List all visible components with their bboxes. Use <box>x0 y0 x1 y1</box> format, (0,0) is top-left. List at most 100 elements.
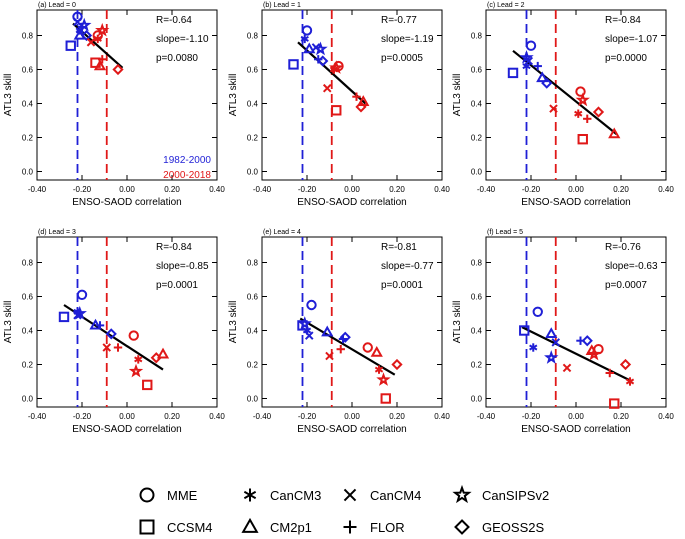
triangle-marker <box>585 344 598 356</box>
marker-stroke <box>325 351 334 361</box>
y-axis-label: ATL3 skill <box>452 301 463 344</box>
marker-stroke <box>134 356 143 363</box>
stat-r: R=-0.84 <box>605 15 641 26</box>
y-tick-label: 0.6 <box>471 66 483 75</box>
diamond-marker <box>317 55 329 67</box>
star-marker <box>95 22 110 37</box>
point-ccsm4-1982-2000 <box>519 325 530 336</box>
point-mme-1982-2000 <box>76 289 88 300</box>
period-label-1982-2000: 1982-2000 <box>163 155 211 166</box>
point-cancm4-2000-2018 <box>86 38 96 47</box>
marker-stroke <box>549 104 558 113</box>
x-tick-label: -0.20 <box>522 412 541 421</box>
point-geoss2s-1982-2000 <box>80 29 93 42</box>
legend-label: MME <box>167 488 198 503</box>
triangle-marker <box>321 325 334 337</box>
diamond-marker <box>112 63 124 76</box>
point-cancm3-1982-2000 <box>529 343 538 352</box>
stat-p: p=0.0080 <box>156 53 198 64</box>
stat-slope: slope=-1.07 <box>605 34 658 45</box>
point-flor-2000-2018 <box>605 368 614 378</box>
square-marker <box>577 133 588 145</box>
y-tick-label: 0.0 <box>247 168 259 177</box>
triangle-marker <box>608 127 621 139</box>
circle-marker <box>362 342 373 353</box>
x-axis-label: ENSO-SAOD correlation <box>521 197 630 208</box>
square-marker <box>65 40 76 51</box>
marker-stroke <box>374 366 384 373</box>
y-tick-label: 0.6 <box>22 293 34 302</box>
x-tick-label: 0.20 <box>164 185 180 194</box>
stat-p: p=0.0000 <box>605 53 647 64</box>
legend-label: FLOR <box>370 520 405 535</box>
point-flor-2000-2018 <box>352 92 361 101</box>
legend-marker-ccsm4 <box>139 519 155 535</box>
scatter-panel-b: -0.40 -0.20 0.00 0.20 0.40 0.0 0.2 0.4 0.6 0.8 ENS… <box>228 2 450 208</box>
circle-marker <box>306 299 317 311</box>
point-cancm4-1982-2000 <box>304 331 314 340</box>
point-flor-1982-2000 <box>533 61 542 71</box>
point-mme-2000-2018 <box>575 86 586 97</box>
legend-label: CanCM4 <box>370 488 421 503</box>
triangle-marker <box>241 517 259 533</box>
regression-line <box>299 317 396 376</box>
regression-line <box>512 49 618 135</box>
stat-slope: slope=-0.63 <box>605 261 658 272</box>
point-mme-2000-2018 <box>362 342 373 353</box>
legend-marker-cm2p1 <box>241 517 259 533</box>
point-flor-2000-2018 <box>336 345 345 354</box>
point-mme-1982-2000 <box>301 25 313 36</box>
y-tick-label: 0.4 <box>471 327 483 336</box>
stat-p: p=0.0001 <box>156 280 198 291</box>
x-tick-label: -0.40 <box>477 185 496 194</box>
x-tick-label: -0.20 <box>298 185 317 194</box>
y-axis-label: ATL3 skill <box>3 301 14 344</box>
point-geoss2s-1982-2000 <box>581 335 593 347</box>
stat-r: R=-0.64 <box>156 15 192 26</box>
legend-marker-cancm4 <box>343 488 357 502</box>
y-tick-label: 0.6 <box>22 66 34 75</box>
point-cansipsv2-2000-2018 <box>376 372 391 386</box>
legend-item-mme: MME <box>139 487 198 503</box>
point-cm2p1-2000-2018 <box>93 59 107 71</box>
y-tick-label: 0.8 <box>22 32 34 41</box>
x-tick-label: 0.20 <box>613 412 629 421</box>
x-axis-label: ENSO-SAOD correlation <box>72 424 181 435</box>
y-axis-label: ATL3 skill <box>3 74 14 117</box>
point-cansipsv2-1982-2000 <box>544 350 559 364</box>
panel-label: (c) Lead = 2 <box>487 2 525 9</box>
point-cm2p1-2000-2018 <box>608 127 621 139</box>
regression-line <box>521 326 633 383</box>
point-cancm3-2000-2018 <box>93 34 102 44</box>
circle-marker <box>532 306 543 317</box>
point-geoss2s-2000-2018 <box>355 101 367 113</box>
legend-label: CM2p1 <box>270 520 312 535</box>
diamond-marker <box>339 331 351 343</box>
point-cancm3-2000-2018 <box>625 377 635 386</box>
y-tick-label: 0.0 <box>22 395 34 404</box>
point-cansipsv2-1982-2000 <box>72 305 87 320</box>
diamond-marker <box>105 328 117 340</box>
point-cansipsv2-2000-2018 <box>575 92 590 107</box>
point-flor-1982-2000 <box>95 321 105 330</box>
point-flor-2000-2018 <box>583 114 592 124</box>
diamond-marker <box>80 29 93 42</box>
point-cancm4-2000-2018 <box>549 104 558 113</box>
star-marker <box>519 50 534 64</box>
x-tick-label: -0.40 <box>28 185 47 194</box>
point-geoss2s-2000-2018 <box>619 358 632 371</box>
panel-label: (a) Lead = 0 <box>38 2 76 9</box>
square-marker <box>142 379 153 391</box>
point-flor-2000-2018 <box>98 55 107 64</box>
circle-marker <box>301 25 313 36</box>
legend-marker-flor <box>343 520 357 534</box>
point-ccsm4-2000-2018 <box>380 393 391 404</box>
circle-marker <box>525 40 537 51</box>
point-geoss2s-2000-2018 <box>391 358 403 371</box>
point-flor-1982-2000 <box>77 22 87 32</box>
point-geoss2s-2000-2018 <box>150 352 162 364</box>
y-tick-label: 0.4 <box>22 100 34 109</box>
legend-item-ccsm4: CCSM4 <box>139 519 213 535</box>
square-marker <box>297 320 308 331</box>
marker-stroke <box>625 378 635 385</box>
